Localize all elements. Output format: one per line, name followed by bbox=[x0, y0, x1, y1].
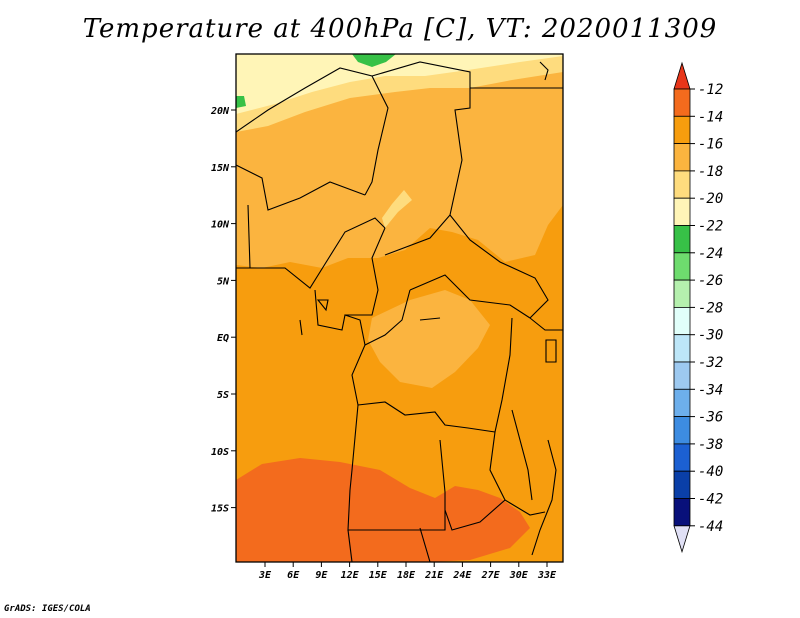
colorbar-label: -44 bbox=[698, 519, 723, 535]
colorbar-swatch bbox=[673, 170, 691, 199]
colorbar-label: -16 bbox=[698, 137, 723, 153]
colorbar-label: -32 bbox=[698, 355, 723, 371]
lon-tick-label: 6E bbox=[287, 570, 300, 581]
colorbar-swatch bbox=[673, 225, 691, 254]
colorbar-top-arrow bbox=[673, 61, 691, 90]
lon-tick-label: 18E bbox=[397, 570, 416, 581]
lon-tick-label: 9E bbox=[315, 570, 328, 581]
colorbar-swatch bbox=[673, 279, 691, 308]
colorbar-bottom-arrow bbox=[673, 525, 691, 554]
longitude-axis: 3E 6E 9E 12E 15E 18E 21E 24E 27E 30E 33E bbox=[258, 562, 557, 581]
colorbar-swatch bbox=[673, 498, 691, 527]
lat-tick-label: EQ bbox=[217, 333, 229, 344]
colorbar-swatch bbox=[673, 443, 691, 472]
lon-tick-label: 21E bbox=[424, 570, 444, 581]
colorbar-label: -20 bbox=[698, 191, 723, 207]
colorbar-swatch bbox=[673, 470, 691, 499]
lat-tick-label: 20N bbox=[210, 106, 230, 117]
lon-tick-label: 30E bbox=[509, 570, 529, 581]
colorbar-label: -34 bbox=[698, 382, 723, 398]
colorbar-label: -12 bbox=[698, 82, 723, 98]
grads-credit: GrADS: IGES/COLA bbox=[4, 604, 91, 614]
colorbar-label: -42 bbox=[698, 492, 723, 508]
colorbar-swatch bbox=[673, 361, 691, 390]
colorbar-swatch bbox=[673, 197, 691, 226]
colorbar-swatch bbox=[673, 388, 691, 417]
colorbar-label: -36 bbox=[698, 410, 723, 426]
lon-tick-label: 24E bbox=[452, 570, 472, 581]
lat-tick-label: 5S bbox=[217, 390, 229, 401]
band-minus20-22 bbox=[236, 54, 563, 114]
map-title: Temperature at 400hPa [C], VT: 202001130… bbox=[82, 14, 718, 44]
band-minus22-24 bbox=[236, 54, 396, 108]
map-frame bbox=[235, 53, 564, 563]
colorbar-label: -26 bbox=[698, 273, 723, 289]
temperature-field bbox=[236, 54, 563, 562]
lat-tick-label: 15S bbox=[211, 504, 229, 515]
colorbar-swatch bbox=[673, 252, 691, 281]
lon-tick-label: 15E bbox=[369, 570, 388, 581]
lon-tick-label: 12E bbox=[341, 570, 360, 581]
colorbar: -12 -14 -16 -18 -20 -22 -24 -26 -28 -30 -32 -34 -36 -… bbox=[673, 61, 723, 554]
colorbar-swatch bbox=[673, 88, 691, 117]
colorbar-label: -40 bbox=[698, 464, 723, 480]
colorbar-label: -22 bbox=[698, 219, 723, 235]
colorbar-label: -28 bbox=[698, 300, 723, 316]
band-minus12-14 bbox=[236, 458, 530, 562]
colorbar-swatch bbox=[673, 306, 691, 336]
lon-tick-label: 33E bbox=[537, 570, 557, 581]
lon-tick-label: 27E bbox=[481, 570, 501, 581]
lon-tick-label: 3E bbox=[258, 570, 272, 581]
colorbar-swatch bbox=[673, 334, 691, 363]
colorbar-label: -30 bbox=[698, 328, 723, 344]
colorbar-swatch bbox=[673, 115, 691, 145]
colorbar-label: -14 bbox=[698, 109, 723, 125]
latitude-axis: 20N 15N 10N 5N EQ 5S 10S 15S bbox=[210, 106, 236, 515]
lat-tick-label: 10S bbox=[211, 447, 229, 458]
colorbar-swatch bbox=[673, 143, 691, 172]
band-minus18-20 bbox=[236, 54, 563, 228]
country-borders bbox=[236, 61, 563, 562]
lat-tick-label: 15N bbox=[211, 163, 230, 174]
colorbar-label: -24 bbox=[698, 246, 723, 262]
lat-tick-label: 5N bbox=[217, 276, 230, 287]
colorbar-label: -38 bbox=[698, 437, 723, 453]
lat-tick-label: 10N bbox=[211, 220, 230, 231]
colorbar-swatch bbox=[673, 416, 691, 445]
band-minus16-18 bbox=[236, 54, 563, 388]
colorbar-label: -18 bbox=[698, 164, 723, 180]
